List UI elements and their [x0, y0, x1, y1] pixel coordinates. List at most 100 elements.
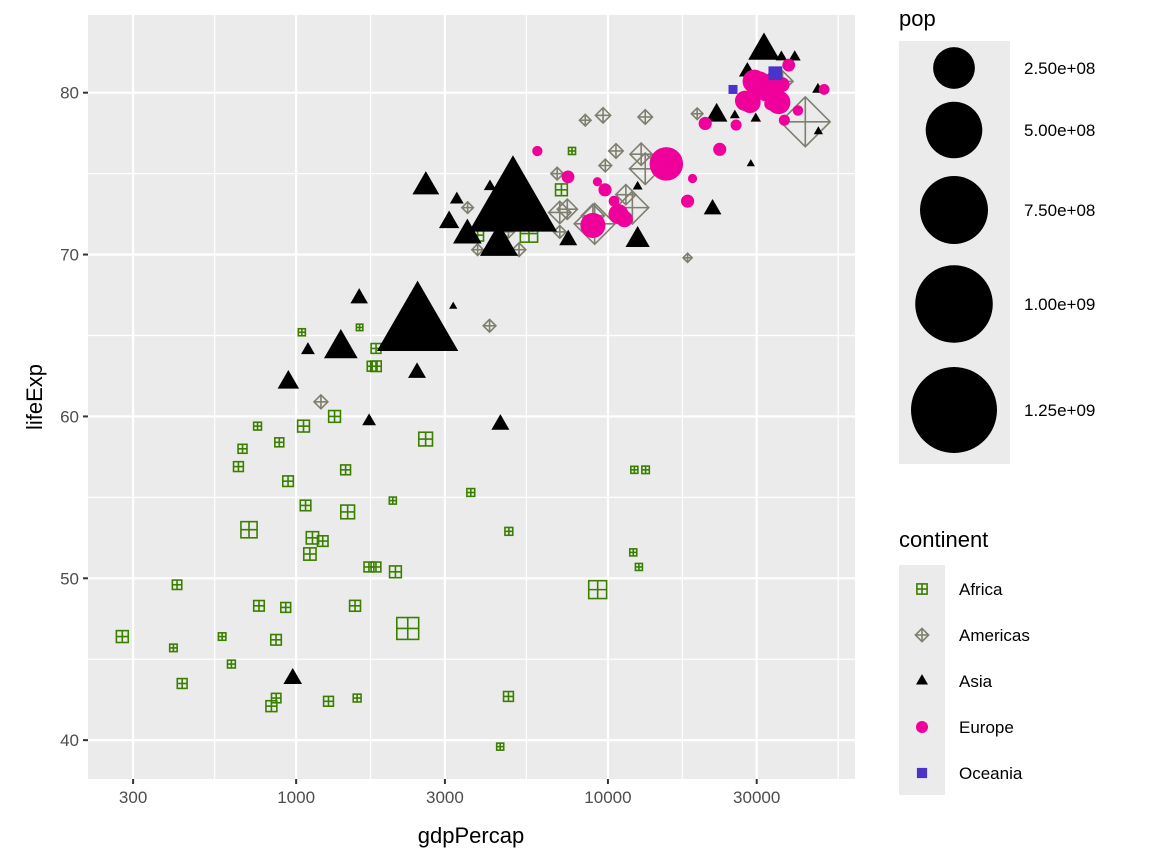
triangle-marker	[301, 342, 315, 355]
y-tick-label: 80	[60, 84, 79, 103]
triangle-marker	[916, 674, 928, 685]
data-point-americas	[312, 393, 330, 410]
triangle-marker	[412, 171, 440, 195]
size-legend-label: 5.00e+08	[1024, 121, 1095, 140]
x-tick-label: 3000	[426, 788, 464, 807]
data-point-americas	[460, 200, 475, 215]
size-legend-label: 7.50e+08	[1024, 201, 1095, 220]
data-point-africa	[554, 183, 569, 197]
data-point-europe	[698, 116, 712, 131]
data-point-africa	[417, 431, 434, 447]
data-point-africa	[355, 323, 364, 332]
data-point-africa	[115, 629, 130, 644]
major-gridlines	[88, 15, 855, 779]
circle-marker	[792, 105, 804, 116]
triangle-marker	[705, 102, 728, 122]
triangle-marker	[746, 159, 755, 167]
legend-label-asia: Asia	[959, 672, 993, 691]
data-point-africa	[176, 677, 188, 690]
series-africa	[115, 146, 651, 751]
data-point-africa	[281, 475, 295, 488]
data-point-africa	[634, 562, 644, 572]
data-point-asia	[729, 109, 740, 119]
triangle-marker	[483, 179, 497, 191]
triangle-marker	[491, 414, 510, 430]
data-point-africa	[641, 465, 651, 475]
circle-marker	[730, 119, 742, 131]
data-point-asia	[748, 32, 780, 60]
data-point-americas	[690, 106, 705, 121]
size-legend-key-circle	[933, 47, 975, 89]
plot-panel	[88, 15, 855, 779]
triangle-marker	[479, 222, 518, 256]
data-point-americas	[594, 106, 612, 125]
data-point-asia	[491, 414, 510, 430]
data-point-europe	[792, 105, 804, 116]
data-point-asia	[376, 280, 459, 352]
data-point-asia	[746, 159, 755, 167]
data-point-europe	[649, 147, 684, 181]
data-point-africa	[630, 465, 639, 475]
data-point-americas	[636, 108, 654, 126]
data-point-asia	[277, 370, 300, 389]
circle-marker	[782, 58, 796, 72]
data-point-europe	[778, 114, 790, 126]
triangle-marker	[453, 218, 482, 244]
minor-gridlines	[88, 15, 855, 779]
legend-label-europe: Europe	[959, 718, 1014, 737]
size-legend-key-circle	[915, 265, 993, 343]
data-point-asia	[813, 126, 823, 135]
triangle-marker	[323, 329, 358, 359]
triangle-marker	[813, 126, 823, 135]
data-point-africa	[502, 690, 515, 703]
triangle-marker	[788, 50, 801, 61]
circle-marker	[774, 77, 790, 93]
triangle-marker	[729, 109, 740, 119]
y-tick-label: 70	[60, 246, 79, 265]
legend-key-africa	[916, 583, 928, 595]
data-point-africa	[322, 695, 335, 708]
data-point-europe	[759, 90, 771, 102]
x-tick-label: 30000	[733, 788, 780, 807]
size-legend-key-circle	[911, 367, 997, 453]
data-point-europe	[818, 84, 830, 95]
data-point-americas	[556, 197, 579, 221]
data-point-africa	[237, 443, 248, 455]
data-point-africa	[366, 360, 378, 372]
data-point-africa	[495, 742, 505, 751]
size-legend: pop 2.50e+08 5.00e+08 7.50e+08 1.00e+09 1.25…	[899, 6, 1095, 464]
data-point-africa	[348, 599, 362, 613]
data-point-africa	[370, 561, 382, 573]
triangle-marker	[625, 226, 650, 248]
data-points	[115, 32, 832, 751]
circle-marker	[778, 114, 790, 126]
legend-key-europe	[916, 721, 928, 733]
circle-marker	[592, 177, 603, 187]
y-tick-label: 40	[60, 731, 79, 750]
triangle-marker	[703, 199, 722, 215]
data-point-asia	[468, 155, 558, 232]
data-point-asia	[438, 210, 460, 229]
data-point-africa	[168, 643, 178, 653]
data-point-africa	[299, 499, 312, 512]
data-point-asia	[412, 171, 440, 195]
triangle-marker	[362, 413, 377, 426]
x-axis: 300 1000 3000 10000 30000	[119, 779, 780, 807]
data-point-africa	[339, 464, 352, 476]
data-point-asia	[559, 229, 578, 246]
data-point-africa	[252, 599, 266, 612]
data-point-asia	[625, 226, 650, 248]
data-point-africa	[269, 633, 283, 646]
data-point-africa	[305, 530, 320, 545]
data-point-asia	[449, 191, 464, 204]
data-point-europe	[608, 195, 620, 207]
data-point-africa	[466, 487, 476, 498]
data-point-africa	[297, 327, 307, 337]
data-point-europe	[687, 173, 698, 184]
data-point-africa	[226, 659, 237, 669]
x-tick-label: 1000	[277, 788, 315, 807]
data-point-africa	[252, 421, 263, 431]
circle-marker	[580, 212, 606, 238]
data-point-africa	[217, 632, 227, 642]
data-point-africa	[270, 692, 282, 704]
